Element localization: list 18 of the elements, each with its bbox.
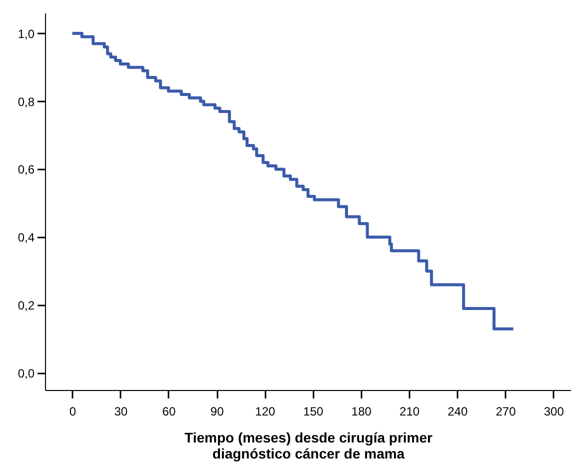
x-tick-label: 30 [114, 404, 128, 418]
y-tick-label: 1,0 [18, 26, 35, 41]
x-tick-label: 300 [544, 404, 564, 418]
y-tick-label: 0,4 [18, 230, 35, 245]
x-tick-label: 60 [162, 404, 176, 418]
y-tick-label: 0,6 [18, 162, 35, 177]
x-tick-label: 120 [255, 404, 276, 418]
x-tick-label: 210 [400, 404, 420, 418]
x-tick-label: 150 [303, 404, 324, 418]
x-tick-label: 270 [496, 404, 516, 418]
x-tick-label: 240 [448, 404, 468, 418]
x-tick-label: 0 [69, 404, 76, 418]
y-tick-label: 0,8 [18, 94, 35, 109]
x-tick-label: 90 [210, 404, 224, 418]
x-tick-label: 180 [351, 404, 372, 418]
y-tick-label: 0,2 [18, 298, 35, 313]
y-tick-label: 0,0 [18, 366, 35, 381]
x-axis-title: Tiempo (meses) desde cirugía primer diagnóstico cáncer de mama [184, 430, 434, 462]
